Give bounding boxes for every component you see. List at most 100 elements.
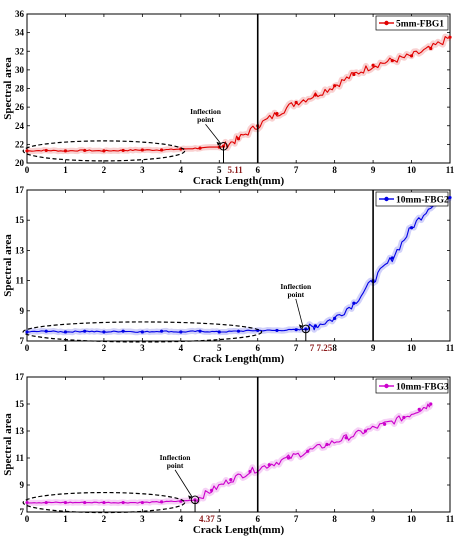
y-axis-label: Spectral area xyxy=(2,57,14,120)
data-point xyxy=(83,500,87,505)
series-line-5mm-FBG1 xyxy=(26,36,451,152)
flat-region-ellipse xyxy=(22,321,263,343)
x-tick-label: 0 xyxy=(25,165,30,175)
data-point xyxy=(236,329,241,333)
legend-marker xyxy=(384,383,389,389)
plot-frame xyxy=(26,189,451,342)
x-tick-label: 6 xyxy=(255,343,260,353)
x-tick-label: 0 xyxy=(25,514,30,524)
y-tick-label: 11 xyxy=(15,276,24,286)
data-point xyxy=(209,488,214,492)
chart-panel-3: 0 1 2 3 4 5 6 7 8 9 10 11 7 9 11 13 15 17 Crack Length(mm)… xyxy=(2,372,455,536)
data-point xyxy=(248,469,252,474)
legend-label: 10mm-FBG3 xyxy=(396,382,449,392)
x-tick-label: 3 xyxy=(140,343,145,353)
x-axis-label: Crack Length(mm) xyxy=(193,524,285,536)
data-point xyxy=(179,330,183,334)
y-tick-label: 30 xyxy=(15,65,25,75)
x-tick-label: 2 xyxy=(102,514,107,524)
data-point xyxy=(198,146,202,150)
y-tick-label: 34 xyxy=(15,28,25,38)
data-point xyxy=(448,35,452,39)
data-point xyxy=(44,329,48,333)
x-tick-label: 0 xyxy=(25,343,30,353)
data-point xyxy=(267,463,271,467)
y-tick-label: 11 xyxy=(15,453,24,463)
annotation-arrowhead xyxy=(188,495,193,500)
data-point xyxy=(371,63,375,67)
annotation-label-line1: Inflection xyxy=(190,107,222,116)
x-tick-label: 4 xyxy=(179,343,184,353)
x-tick-label: 2 xyxy=(102,343,107,353)
y-tick-label: 7 xyxy=(20,336,25,346)
data-point xyxy=(294,100,298,105)
x-tick-label: 3 xyxy=(140,514,145,524)
y-tick-label: 20 xyxy=(15,158,25,168)
flat-region-ellipse xyxy=(22,140,186,162)
x-tick-label: 5 xyxy=(217,165,222,175)
data-point xyxy=(286,456,291,460)
x-tick-label: 4 xyxy=(179,165,184,175)
annotation-label-line2: point xyxy=(287,290,304,299)
data-point xyxy=(221,144,226,148)
data-point xyxy=(344,436,348,440)
data-point xyxy=(63,330,68,334)
y-tick-label: 15 xyxy=(15,399,25,409)
data-point xyxy=(25,500,29,505)
y-tick-label: 28 xyxy=(15,84,25,94)
data-point xyxy=(409,54,414,58)
data-point xyxy=(25,330,29,334)
data-point xyxy=(102,149,106,153)
x-tick-label: 4 xyxy=(179,514,184,524)
data-point xyxy=(417,407,421,411)
x-tick-label: 1 xyxy=(63,343,68,353)
data-point xyxy=(352,72,356,77)
data-point xyxy=(313,324,318,328)
data-point xyxy=(121,329,125,333)
data-point xyxy=(383,422,387,426)
annotation-arrow xyxy=(205,123,221,144)
x-tick-label: 2 xyxy=(102,165,107,175)
data-point xyxy=(140,148,144,152)
data-point xyxy=(294,328,298,332)
annotation-label-line2: point xyxy=(197,115,214,124)
data-point xyxy=(325,442,329,447)
x-tick-label: 11 xyxy=(446,343,455,353)
y-tick-label: 13 xyxy=(15,245,25,255)
data-point xyxy=(121,148,125,153)
x-tick-label: 6 xyxy=(255,514,260,524)
series-line-10mm-FBG3 xyxy=(26,403,432,504)
x-tick-label: 8 xyxy=(332,165,337,175)
y-tick-label: 24 xyxy=(15,121,25,131)
x-tick-label: 9 xyxy=(371,514,376,524)
y-tick-label: 13 xyxy=(15,426,25,436)
x-tick-label: 10 xyxy=(407,343,417,353)
x-tick-label: 11 xyxy=(446,514,455,524)
legend-label: 5mm-FBG1 xyxy=(396,19,444,29)
y-axis-label: Spectral area xyxy=(2,413,14,476)
data-point xyxy=(121,500,125,505)
x-tick-label: 9 xyxy=(371,343,376,353)
data-point xyxy=(83,148,87,153)
data-point xyxy=(429,46,433,51)
data-point xyxy=(25,149,29,153)
data-point xyxy=(229,478,233,482)
x-tick-label: 6 xyxy=(255,165,260,175)
data-point xyxy=(217,330,221,334)
data-point xyxy=(390,256,394,260)
x-tick-label: 9 xyxy=(371,165,376,175)
x-tick-label: 1 xyxy=(63,514,68,524)
x-tick-label: 7 xyxy=(294,514,299,524)
data-point xyxy=(313,93,318,97)
x-axis-label: Crack Length(mm) xyxy=(193,175,285,187)
data-point xyxy=(102,330,106,334)
chart-panel-2: 0 1 2 3 4 5 6 7 8 9 10 11 7 9 11 13 15 17 Crack Length(mm)… xyxy=(2,185,455,365)
data-point xyxy=(140,330,144,334)
data-point xyxy=(198,329,202,333)
legend-label: 10mm-FBG2 xyxy=(396,195,449,205)
x-tick-label: 5 xyxy=(217,343,222,353)
legend-box xyxy=(375,15,449,31)
y-axis-label: Spectral area xyxy=(2,234,14,297)
